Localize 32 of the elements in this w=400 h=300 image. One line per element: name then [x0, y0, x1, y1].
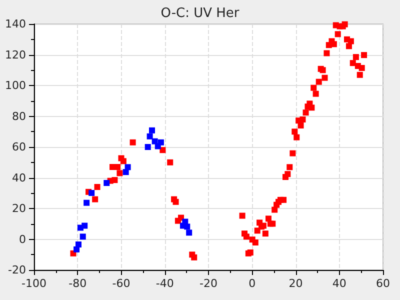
x-tick-label: 20	[288, 277, 303, 290]
y-tick-label: 120	[5, 48, 26, 62]
point	[146, 133, 153, 140]
point	[75, 241, 82, 248]
chart-title: O-C: UV Her	[160, 6, 240, 21]
point	[80, 234, 86, 240]
point	[149, 127, 156, 134]
x-tick-label: 60	[376, 277, 390, 290]
x-tick-label: -60	[112, 277, 130, 290]
point	[88, 190, 95, 196]
point	[184, 224, 190, 230]
y-tick-label: 20	[12, 202, 26, 215]
point	[104, 180, 110, 186]
point	[144, 144, 151, 150]
point	[124, 164, 131, 170]
y-tick-label: 100	[5, 79, 26, 92]
point	[186, 230, 192, 236]
x-tick-label: -100	[22, 277, 46, 290]
point	[82, 222, 88, 229]
point	[158, 139, 164, 146]
point	[84, 200, 90, 206]
x-tick-label: -20	[200, 277, 218, 290]
x-tick-label: -80	[68, 277, 87, 290]
x-tick-label: -40	[156, 277, 174, 290]
y-tick-label: 60	[12, 140, 26, 154]
y-tick-label: 80	[12, 110, 26, 123]
x-tick-label: 40	[332, 277, 346, 290]
y-tick-label: 140	[5, 18, 26, 30]
y-tick-label: -20	[8, 264, 26, 276]
y-tick-label: 0	[19, 232, 26, 246]
y-tick-label: 40	[12, 171, 26, 184]
x-tick-label: 0	[248, 277, 256, 290]
